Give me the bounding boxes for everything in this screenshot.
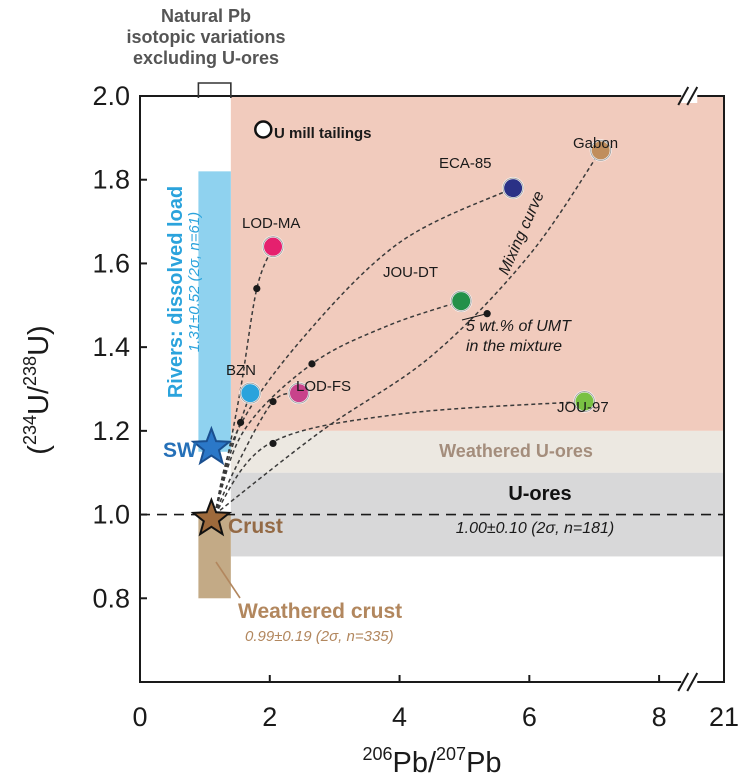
point-u-mill-tailings (254, 120, 273, 139)
mixing-curve-eca-85 (213, 187, 514, 515)
x-tick-label: 0 (132, 702, 147, 732)
x-axis-title-sup: 207 (436, 744, 466, 764)
point-lod-ma (262, 235, 285, 258)
star-sw (190, 425, 233, 466)
point-outline (262, 236, 284, 258)
umt-annotation-leader (461, 313, 488, 321)
point-label-lod-fs: LOD-FS (296, 378, 351, 395)
y-axis-title: (234U/238U) (20, 325, 55, 454)
weathered-crust-stats: 0.99±0.19 (2σ, n=335) (245, 628, 394, 645)
point-outline (590, 139, 612, 161)
u-ores-label: U-ores (508, 483, 571, 505)
mixture-marker (269, 439, 277, 448)
weathered-ores-label: Weathered U-ores (439, 441, 593, 461)
y-tick-label: 1.0 (92, 500, 130, 530)
mixing-curve-bzn (213, 392, 252, 515)
point-label-u-mill-tailings: U mill tailings (274, 125, 372, 142)
weathered-ores-band (230, 430, 724, 473)
x-tick-label: 8 (652, 702, 667, 732)
natural-pb-label-line: excluding U-ores (133, 48, 279, 68)
point-eca-85 (502, 177, 525, 200)
weathered-crust-leader (215, 561, 241, 599)
point-outline (502, 177, 524, 199)
sw-label: SW (163, 439, 197, 462)
rivers-stats: 1.31±0.52 (2σ, n=61) (186, 212, 203, 352)
x-tick-label: 2 (262, 702, 277, 732)
umt-annotation-line1: 5 wt.% of UMT (466, 318, 572, 335)
star-crust (190, 496, 233, 537)
natural-pb-label-line: Natural Pb (161, 6, 251, 26)
mixing-curve-lod-fs (213, 392, 300, 515)
x-axis-title: 206Pb/207Pb (362, 744, 501, 779)
point-outline (239, 382, 261, 404)
axis-break-mark (686, 86, 699, 106)
u-ores-stats: 1.00±0.10 (2σ, n=181) (456, 520, 615, 537)
rivers-dissolved-load-bar (198, 171, 231, 452)
point-jou-dt (450, 290, 473, 313)
umt-field (230, 96, 724, 431)
point-label-eca-85: ECA-85 (439, 155, 492, 172)
umt-annotation-line2: in the mixture (466, 338, 562, 355)
y-tick-label: 1.6 (92, 248, 130, 278)
natural-pb-label-line: isotopic variations (126, 27, 285, 47)
x-axis-title-sup: 206 (362, 744, 392, 764)
weathered-crust-label: Weathered crust (238, 600, 402, 623)
crust-label: Crust (228, 515, 283, 538)
plot-frame (139, 95, 725, 683)
x-tick-label: 6 (522, 702, 537, 732)
point-label-gabon: Gabon (573, 135, 618, 152)
mixing-curve-jou-97 (214, 400, 585, 516)
regions-layer (140, 96, 724, 599)
y-tick-label: 1.2 (92, 416, 130, 446)
x-axis-title-base: Pb/ (392, 747, 436, 779)
y-axis-title-sup: 234 (20, 415, 40, 445)
point-lod-fs (287, 382, 310, 405)
point-gabon (589, 139, 612, 162)
y-axis-title-base: U) (23, 325, 55, 356)
mixture-marker (269, 397, 277, 406)
axis-break-mark (686, 672, 699, 692)
axis-break-mark (677, 672, 690, 692)
point-outline (288, 382, 310, 404)
x-axis-title-base: Pb (466, 747, 501, 779)
point-outline (573, 391, 595, 413)
mixture-marker (253, 284, 261, 293)
point-label-jou-97: JOU-97 (557, 399, 609, 416)
y-tick-label: 2.0 (92, 81, 130, 111)
y-tick-label: 1.8 (92, 165, 130, 195)
point-label-jou-dt: JOU-DT (383, 264, 438, 281)
point-jou-97 (573, 390, 596, 413)
y-axis-title-base: U/ (23, 385, 55, 415)
y-tick-label: 0.8 (92, 583, 130, 613)
mixture-marker (308, 360, 316, 368)
y-axis-title-base: ( (23, 445, 55, 455)
x-tick-label: 21 (709, 702, 739, 732)
x-tick-label: 4 (392, 702, 407, 732)
axis-break-mark (677, 86, 690, 106)
axes-layer (139, 82, 725, 692)
markers-layer (190, 120, 612, 537)
point-outline (450, 290, 472, 312)
rivers-label: Rivers: dissolved load (165, 186, 187, 398)
point-bzn (239, 382, 262, 405)
y-tick-label: 1.4 (92, 332, 130, 362)
point-label-bzn: BZN (226, 362, 256, 379)
natural-pb-bracket (197, 82, 232, 98)
y-axis-title-sup: 238 (20, 356, 40, 386)
point-label-lod-ma: LOD-MA (242, 215, 300, 232)
mixture-marker (236, 418, 245, 427)
mixing-curve-gabon (214, 149, 602, 516)
